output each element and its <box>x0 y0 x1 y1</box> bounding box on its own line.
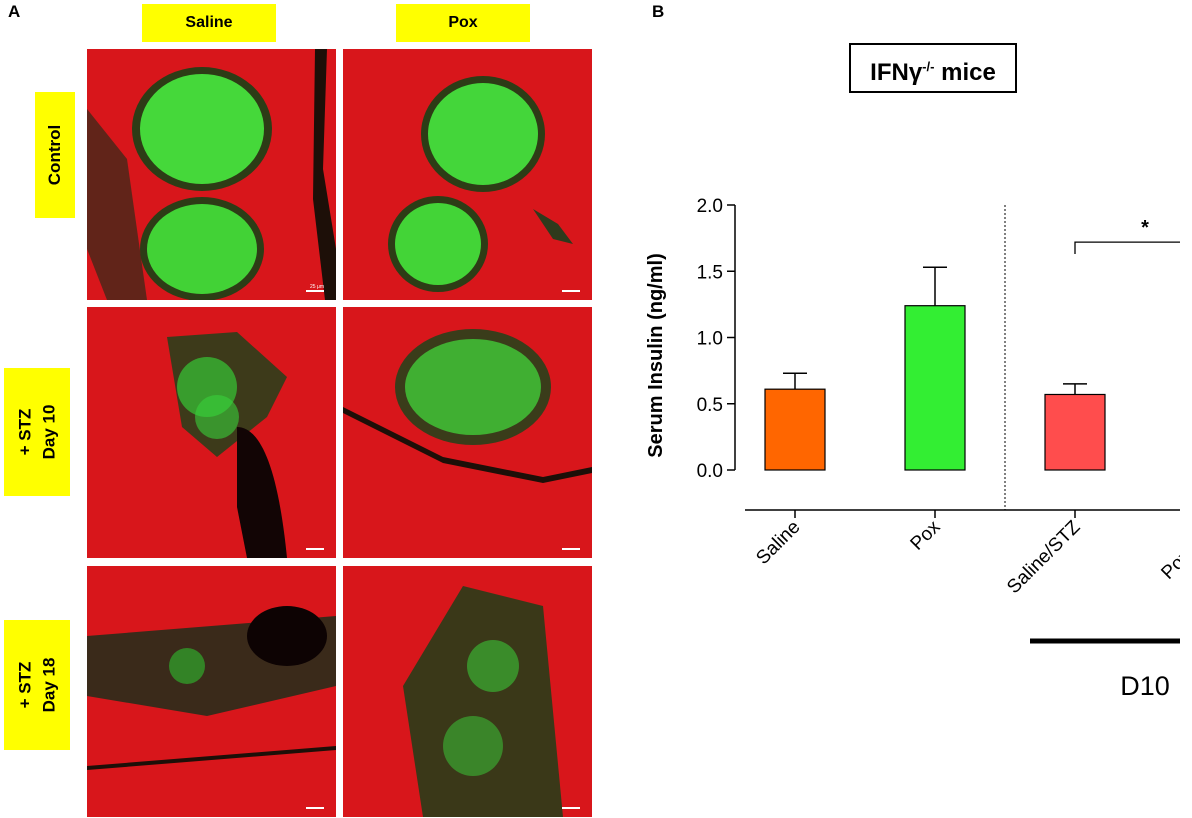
micrograph-saline-day18 <box>87 566 336 817</box>
chart-title-sup: -/- <box>922 59 935 74</box>
x-tick-label: Pox/STZ <box>1157 516 1180 583</box>
y-tick-label: 2.0 <box>697 196 723 217</box>
micrograph-pox-control <box>343 49 592 300</box>
x-tick-label: Saline/STZ <box>1003 516 1085 598</box>
row-label-day18-line2: Day 18 <box>38 657 58 713</box>
micrograph-saline-day10 <box>87 307 336 558</box>
x-tick-label: Saline <box>752 517 804 569</box>
y-axis-label: Serum Insulin (ng/ml) <box>645 253 667 457</box>
x-tick-label: Pox <box>907 516 945 554</box>
group-label: D10 <box>1120 671 1170 701</box>
panel-b-letter: B <box>652 2 665 21</box>
chart-title: IFNγ-/- mice <box>849 43 1017 93</box>
micrograph-saline-control: 25 μm <box>87 49 336 300</box>
row-label-day10-line1: + STZ <box>14 408 34 456</box>
column-label-pox: Pox <box>396 4 530 42</box>
bar <box>764 388 826 471</box>
micrograph-pox-day10 <box>343 307 592 558</box>
chart-title-main: IFNγ <box>870 59 923 86</box>
scale-label: 25 μm <box>310 284 324 290</box>
significance-bracket <box>1074 241 1180 255</box>
bar <box>1044 393 1106 471</box>
column-label-saline: Saline <box>142 4 276 42</box>
row-label-control: Control <box>35 92 75 218</box>
row-label-day10: + STZ Day 10 <box>4 368 70 496</box>
row-label-day18-line1: + STZ <box>14 661 34 709</box>
significance-marker: * <box>1141 217 1149 239</box>
micrograph-pox-day18 <box>343 566 592 817</box>
bar-chart: 0.0 0.5 1.0 1.5 2.0 Serum Insulin (ng/ml) Sali… <box>645 196 1180 701</box>
panel-a-letter: A <box>8 2 21 21</box>
row-label-day10-line2: Day 10 <box>38 404 58 460</box>
y-tick-label: 0.5 <box>697 395 723 416</box>
row-label-day18: + STZ Day 18 <box>4 620 70 750</box>
bar <box>904 305 966 471</box>
row-label-control-text: Control <box>45 124 64 186</box>
y-tick-label: 1.5 <box>697 262 723 283</box>
y-tick-label: 1.0 <box>697 329 723 350</box>
chart-title-rest: mice <box>934 59 996 86</box>
y-tick-label: 0.0 <box>697 461 723 482</box>
